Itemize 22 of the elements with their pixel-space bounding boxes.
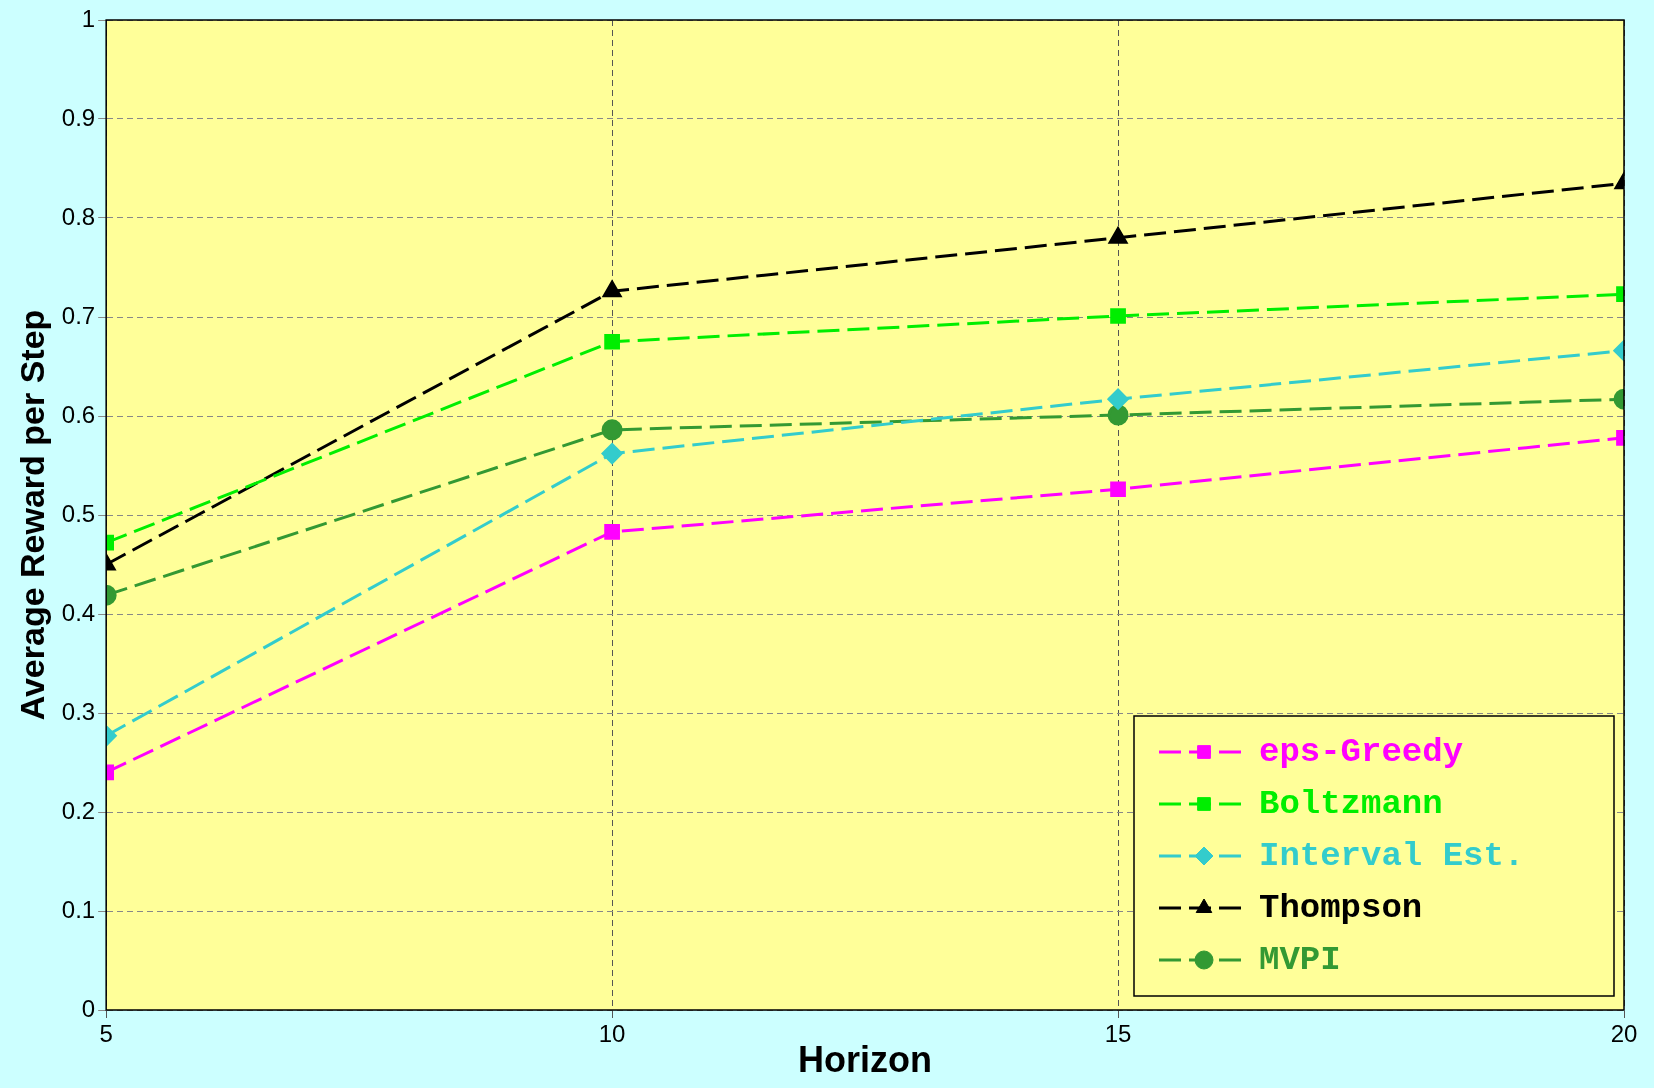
legend-label: Boltzmann — [1259, 784, 1443, 823]
x-axis-title: Horizon — [798, 1039, 933, 1081]
y-tick-label: 1 — [81, 4, 96, 32]
legend-label: MVPI — [1259, 940, 1341, 979]
y-axis-title: Average Reward per Step — [12, 309, 51, 721]
x-tick-label: 10 — [598, 1020, 626, 1048]
x-tick-label: 5 — [99, 1020, 113, 1048]
y-tick-label: 0.8 — [61, 202, 96, 230]
x-tick-label: 15 — [1104, 1020, 1132, 1048]
legend-label: eps-Greedy — [1259, 732, 1464, 771]
legend-label: Interval Est. — [1259, 836, 1525, 875]
y-tick-label: 0.5 — [61, 499, 96, 527]
y-tick-label: 0.6 — [61, 400, 96, 428]
legend-label: Thompson — [1259, 888, 1423, 927]
y-tick-label: 0.7 — [61, 301, 96, 329]
y-tick-label: 0.4 — [61, 598, 96, 626]
y-tick-label: 0.9 — [61, 103, 96, 131]
y-tick-label: 0.2 — [61, 796, 96, 824]
y-tick-label: 0 — [81, 994, 96, 1022]
x-tick-label: 20 — [1610, 1020, 1638, 1048]
y-tick-label: 0.3 — [61, 697, 96, 725]
y-tick-label: 0.1 — [61, 895, 96, 923]
